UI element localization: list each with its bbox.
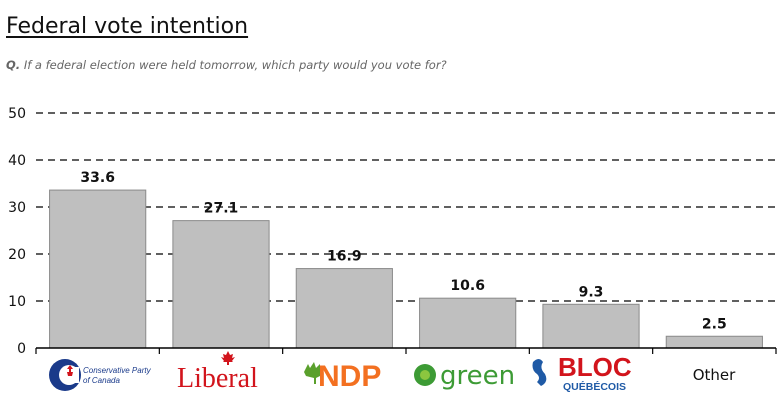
y-tick-label: 0 (17, 341, 26, 357)
x-axis (35, 347, 777, 354)
conservative-logo: Conservative Party of Canada (49, 359, 152, 391)
quebecois-text: QUÉBÉCOIS (563, 380, 626, 393)
bloc-logo: BLOC QUÉBÉCOIS (532, 352, 632, 393)
question-prefix: Q. (6, 58, 21, 72)
y-tick-label: 20 (8, 247, 26, 263)
other-label: Other (693, 366, 736, 384)
value-label: 2.5 (702, 316, 727, 332)
y-tick-label: 30 (8, 200, 26, 216)
question-text: Q. If a federal election were held tomor… (6, 58, 447, 72)
maple-leaf-icon (221, 351, 235, 365)
value-label: 10.6 (450, 278, 485, 294)
ndp-leaf-icon (304, 362, 324, 384)
bar (172, 220, 270, 349)
liberal-logo: Liberal (177, 351, 258, 394)
bar (419, 297, 517, 349)
value-label: 27.1 (204, 201, 239, 217)
bars (49, 189, 763, 349)
grid-lines (36, 112, 776, 302)
value-label: 33.6 (80, 170, 115, 186)
green-logo: green (414, 361, 515, 391)
value-label: 16.9 (327, 249, 362, 265)
green-text: green (440, 361, 515, 391)
y-tick-label: 50 (8, 106, 26, 122)
y-axis-ticks: 0 10 20 30 40 50 (8, 106, 26, 357)
cpc-line2: of Canada (83, 376, 120, 385)
liberal-text: Liberal (177, 363, 258, 394)
chart-title: Federal vote intention (6, 14, 249, 39)
cpc-line1: Conservative Party (83, 366, 152, 375)
bloc-fleur-icon (532, 359, 547, 386)
ndp-text: NDP (318, 360, 381, 393)
bar (295, 268, 393, 349)
bar (665, 335, 763, 349)
y-tick-label: 10 (8, 294, 26, 310)
bar (542, 303, 640, 349)
bloc-text: BLOC (558, 352, 632, 382)
ndp-logo: NDP (304, 360, 381, 393)
value-labels: 33.6 27.1 16.9 10.6 9.3 2.5 (80, 170, 726, 332)
value-label: 9.3 (579, 284, 604, 300)
y-tick-label: 40 (8, 153, 26, 169)
question-body: If a federal election were held tomorrow… (23, 58, 447, 72)
bar (49, 189, 147, 349)
